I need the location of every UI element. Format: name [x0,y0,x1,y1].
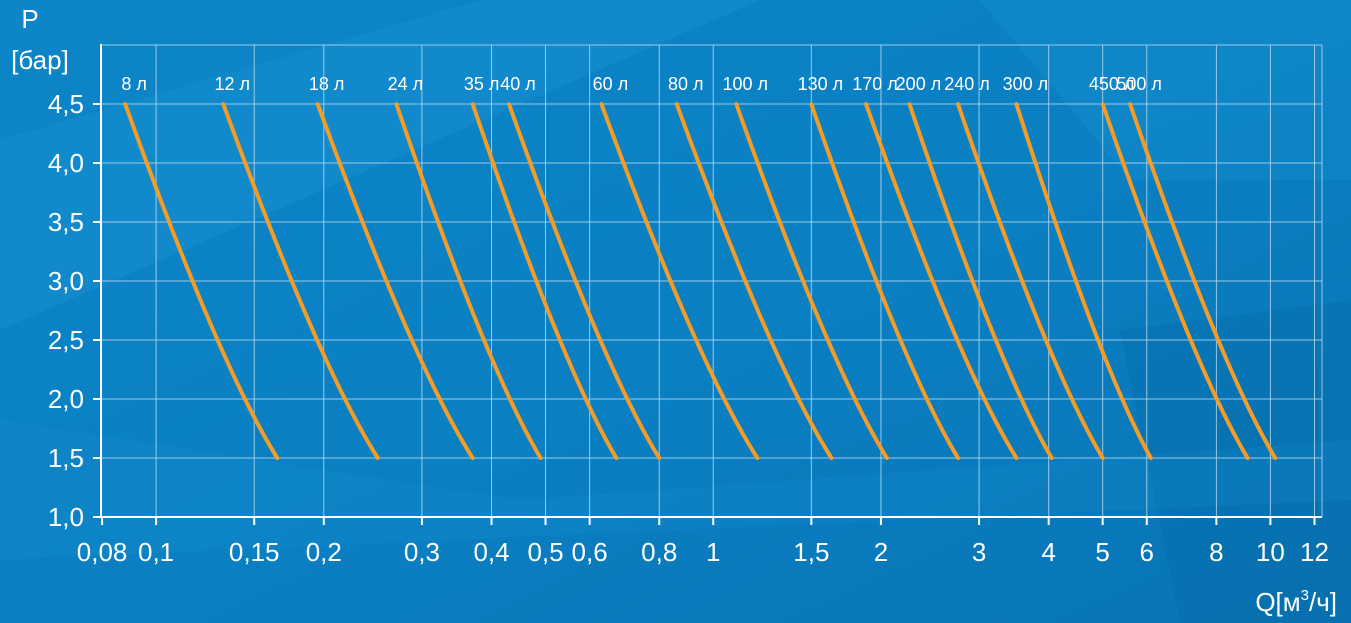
x-tick-label: 0,8 [641,537,677,567]
series-curve [734,102,889,460]
x-tick-label: 4 [1041,537,1055,567]
x-tick-label: 10 [1256,537,1285,567]
series-curve [864,102,1019,460]
y-tick-label: 4,5 [48,89,84,119]
x-tick-label: 2 [874,537,888,567]
series-label: 60 л [593,74,629,94]
series-label: 8 л [121,74,147,94]
y-axis-title-unit: [бар] [11,45,69,75]
series-curve [1014,102,1153,460]
x-tick-label: 0,1 [138,537,174,567]
series-curve [394,102,543,460]
x-axis-title: Q[м3/ч] [1255,587,1337,617]
series-label: 35 л [464,74,500,94]
grid [101,44,1323,517]
series-label: 130 л [798,74,844,94]
x-tick-label: 6 [1140,537,1154,567]
series-curve [674,102,834,460]
series-label: 100 л [723,74,769,94]
series-label: 170 л [852,74,898,94]
series-curve [1100,102,1250,460]
x-tick-label: 0,08 [77,537,128,567]
x-tick-label: 3 [972,537,986,567]
x-tick-label: 0,2 [306,537,342,567]
series-label: 500 л [1116,74,1162,94]
y-tick-label: 1,5 [48,443,84,473]
series-label: 200 л [896,74,942,94]
x-tick-label: 0,15 [229,537,280,567]
y-tick-label: 3,0 [48,266,84,296]
series-label: 24 л [388,74,424,94]
series-label: 18 л [309,74,345,94]
series-curve [315,102,475,460]
series-curve [507,102,662,460]
x-tick-label: 12 [1300,537,1329,567]
series-label: 12 л [215,74,251,94]
x-tick-label: 1 [706,537,720,567]
series-label: 240 л [944,74,990,94]
x-tick-label: 5 [1095,537,1109,567]
y-tick-label: 4,0 [48,148,84,178]
y-axis-title-symbol: P [21,4,38,34]
y-tick-label: 2,0 [48,384,84,414]
series-curve [907,102,1054,460]
x-tick-label: 1,5 [793,537,829,567]
labels: 1,0 1,5 2,0 2,5 3,0 3,5 4,0 4,5 0,08 0,1 0,15 0,2 0,… [48,74,1329,567]
series-label: 300 л [1003,74,1049,94]
series-label: 80 л [668,74,704,94]
y-tick-label: 1,0 [48,502,84,532]
series-label: 450 л [1089,74,1135,94]
series-curve [123,102,280,460]
series-label: 40 л [500,74,536,94]
curves [123,102,1278,460]
series-curve [470,102,619,460]
x-tick-label: 0,5 [527,537,563,567]
x-tick-label: 0,6 [572,537,608,567]
y-tick-label: 2,5 [48,325,84,355]
x-tick-label: 0,3 [404,537,440,567]
series-curve [221,102,380,460]
series-curve [809,102,960,460]
x-tick-label: 0,4 [473,537,509,567]
x-tick-label: 8 [1209,537,1223,567]
series-curve [1128,102,1278,460]
y-tick-label: 3,5 [48,207,84,237]
series-curve [956,102,1105,460]
axes [93,44,1322,525]
series-curve [599,102,760,460]
